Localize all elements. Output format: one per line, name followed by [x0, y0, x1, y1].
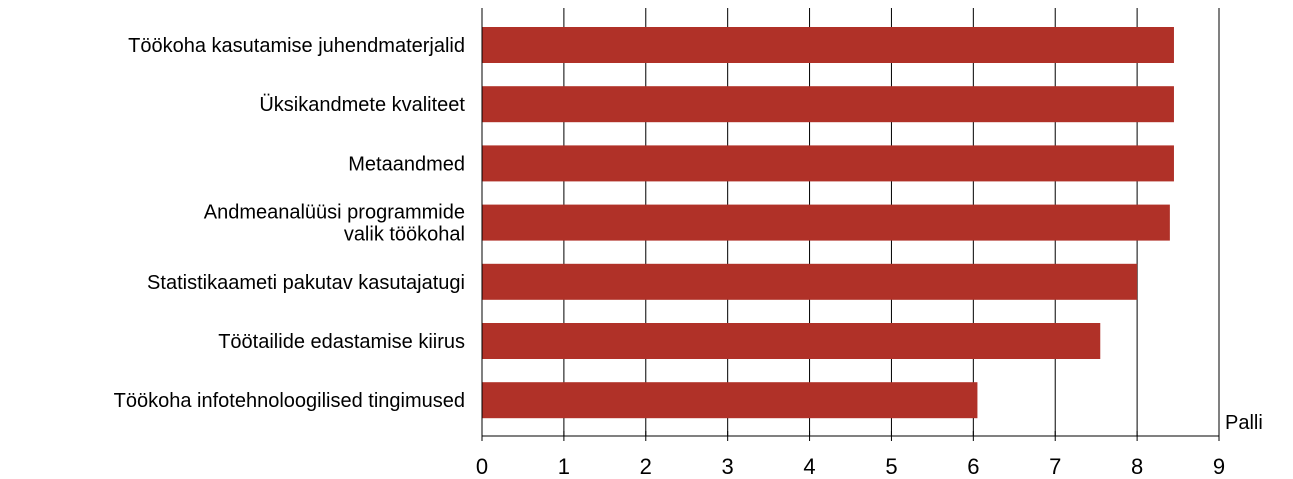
x-tick-label: 0 — [476, 454, 488, 479]
category-label: Töökoha infotehnoloogilised tingimused — [114, 390, 465, 412]
x-tick-label: 5 — [885, 454, 897, 479]
x-tick-label: 6 — [967, 454, 979, 479]
unit-label: Palli — [1225, 412, 1263, 434]
bar — [482, 145, 1174, 182]
x-tick-label: 7 — [1049, 454, 1061, 479]
bar — [482, 263, 1138, 300]
x-tick-label: 4 — [803, 454, 815, 479]
category-label: Töökoha kasutamise juhendmaterjalid — [128, 35, 465, 57]
category-label: Metaandmed — [348, 153, 465, 175]
category-label: Töötailide edastamise kiirus — [218, 331, 465, 353]
category-label: Üksikandmete kvaliteet — [259, 94, 465, 116]
category-labels: Töökoha kasutamise juhendmaterjalid Üksik… — [114, 35, 466, 412]
bars — [482, 27, 1174, 419]
x-tick-label: 1 — [558, 454, 570, 479]
bar — [482, 86, 1174, 123]
x-tick-label: 2 — [640, 454, 652, 479]
category-label: Statistikaameti pakutav kasutajatugi — [147, 272, 465, 294]
bar — [482, 204, 1170, 241]
x-tick-label: 8 — [1131, 454, 1143, 479]
x-tick-label: 3 — [722, 454, 734, 479]
x-tick-label: 9 — [1213, 454, 1225, 479]
bar — [482, 382, 978, 419]
bar — [482, 323, 1101, 359]
x-axis: 0 1 2 3 4 5 6 7 8 9 — [476, 8, 1225, 479]
category-label: Andmeanalüüsi programmide valik töökohal — [204, 202, 465, 246]
bar — [482, 27, 1174, 63]
